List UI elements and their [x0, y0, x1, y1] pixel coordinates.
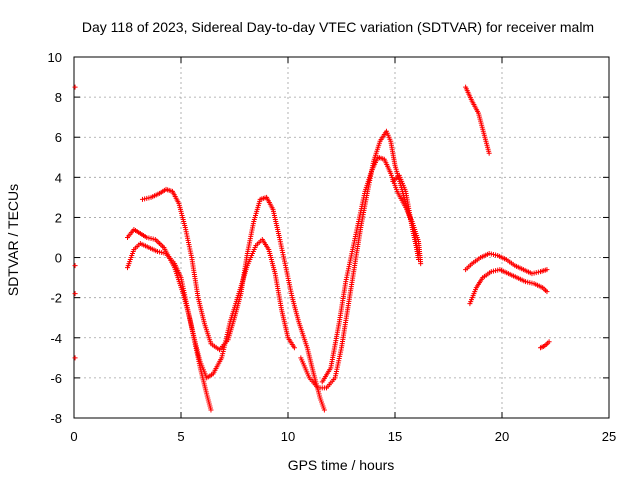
data-point: [544, 267, 550, 273]
data-point: [544, 289, 550, 295]
y-tick-label: -2: [50, 291, 62, 306]
y-tick-label: -4: [50, 331, 62, 346]
y-tick-label: -8: [50, 411, 62, 426]
plot-frame: [73, 56, 610, 419]
grid-lines: [74, 57, 609, 418]
series-seg-start-dots: [72, 84, 78, 361]
x-tick-label: 25: [602, 429, 616, 444]
series-pass-F: [390, 172, 422, 263]
data-point: [546, 339, 552, 345]
x-tick-label: 20: [495, 429, 509, 444]
data-point: [72, 291, 78, 297]
y-tick-label: 2: [55, 210, 62, 225]
data-point: [418, 261, 424, 267]
data-point: [72, 84, 78, 90]
y-tick-label: 4: [55, 170, 62, 185]
data-point: [321, 407, 327, 413]
axis-ticks: 0 5 10 15 20 25 -8 -6 -4 -2 0 2 4 6 8 10: [48, 50, 617, 444]
data-series: [72, 84, 552, 413]
y-tick-label: 0: [55, 251, 62, 266]
y-tick-label: 8: [55, 90, 62, 105]
series-pass-G: [463, 84, 492, 156]
data-point: [416, 257, 422, 263]
chart-title: Day 118 of 2023, Sidereal Day-to-day VTE…: [82, 19, 594, 35]
y-axis-label: SDTVAR / TECUs: [5, 184, 21, 296]
x-tick-label: 0: [70, 429, 77, 444]
series-pass-C: [139, 186, 327, 413]
series-pass-B: [125, 241, 214, 413]
x-axis-label: GPS time / hours: [288, 457, 395, 473]
data-point: [72, 355, 78, 361]
x-tick-label: 5: [177, 429, 184, 444]
series-pass-H: [463, 251, 550, 277]
series-pass-J: [538, 339, 552, 351]
y-tick-label: -6: [50, 371, 62, 386]
data-point: [72, 263, 78, 269]
y-tick-label: 6: [55, 130, 62, 145]
data-point: [208, 407, 214, 413]
x-tick-label: 10: [281, 429, 295, 444]
x-tick-label: 15: [388, 429, 402, 444]
data-point: [486, 150, 492, 156]
y-tick-label: 10: [48, 50, 62, 65]
series-pass-I: [467, 267, 550, 307]
data-point: [291, 345, 297, 351]
